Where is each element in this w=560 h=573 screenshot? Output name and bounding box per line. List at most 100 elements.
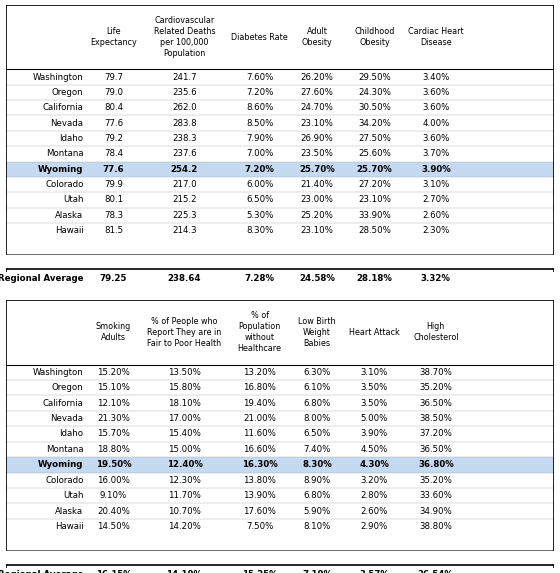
Text: 78.4: 78.4: [104, 150, 123, 158]
Text: 27.50%: 27.50%: [358, 134, 391, 143]
Text: 36.54%: 36.54%: [418, 570, 454, 573]
Text: 2.90%: 2.90%: [361, 522, 388, 531]
Text: 3.50%: 3.50%: [361, 383, 388, 393]
Bar: [6, 146, 554, 162]
Text: 77.6: 77.6: [102, 164, 124, 174]
Text: Regional Average: Regional Average: [0, 570, 83, 573]
Text: 12.40%: 12.40%: [166, 460, 203, 469]
Text: Heart Attack: Heart Attack: [349, 328, 400, 337]
Text: 8.30%: 8.30%: [246, 226, 273, 235]
Text: 7.50%: 7.50%: [246, 522, 273, 531]
Text: Colorado: Colorado: [45, 180, 83, 189]
Text: Low Birth
Weight
Babies: Low Birth Weight Babies: [298, 317, 336, 348]
Text: Hawaii: Hawaii: [55, 522, 83, 531]
Text: Idaho: Idaho: [59, 430, 83, 438]
Text: 24.70%: 24.70%: [301, 103, 334, 112]
Text: 14.20%: 14.20%: [168, 522, 201, 531]
Text: 30.50%: 30.50%: [358, 103, 391, 112]
Text: 3.57%: 3.57%: [360, 570, 389, 573]
Text: 29.50%: 29.50%: [358, 73, 391, 81]
Text: Cardiac Heart
Disease: Cardiac Heart Disease: [408, 27, 464, 48]
Text: 23.10%: 23.10%: [358, 195, 391, 205]
Text: Colorado: Colorado: [45, 476, 83, 485]
Text: 15.70%: 15.70%: [97, 430, 130, 438]
Text: 12.10%: 12.10%: [97, 399, 130, 408]
Text: 26.90%: 26.90%: [301, 134, 333, 143]
Text: Regional Average: Regional Average: [0, 274, 83, 282]
Text: 2.60%: 2.60%: [361, 507, 388, 516]
Text: California: California: [43, 399, 83, 408]
Text: % of
Population
without
Healthcare: % of Population without Healthcare: [237, 311, 282, 354]
Text: 4.30%: 4.30%: [360, 460, 389, 469]
Bar: [6, 488, 554, 503]
Bar: [6, 550, 554, 565]
Text: 2.30%: 2.30%: [422, 226, 450, 235]
Bar: [6, 411, 554, 426]
Bar: [6, 380, 554, 395]
Text: 7.60%: 7.60%: [246, 73, 273, 81]
Text: 18.10%: 18.10%: [168, 399, 201, 408]
Text: 16.60%: 16.60%: [243, 445, 276, 454]
Text: 34.20%: 34.20%: [358, 119, 391, 128]
Text: 10.70%: 10.70%: [168, 507, 201, 516]
Text: 25.70%: 25.70%: [299, 164, 335, 174]
Text: 15.00%: 15.00%: [168, 445, 201, 454]
Text: 11.60%: 11.60%: [243, 430, 276, 438]
Text: 241.7: 241.7: [172, 73, 197, 81]
Text: 217.0: 217.0: [172, 180, 197, 189]
Bar: [6, 192, 554, 207]
Text: 33.90%: 33.90%: [358, 211, 391, 219]
Text: 7.00%: 7.00%: [246, 150, 273, 158]
Bar: [6, 426, 554, 442]
Text: 38.70%: 38.70%: [419, 368, 452, 377]
Text: 9.10%: 9.10%: [100, 491, 127, 500]
Text: 36.50%: 36.50%: [419, 445, 452, 454]
Bar: [6, 565, 554, 573]
Text: High
Cholesterol: High Cholesterol: [413, 322, 459, 343]
Text: 5.00%: 5.00%: [361, 414, 388, 423]
Text: 7.20%: 7.20%: [245, 164, 274, 174]
Bar: [6, 473, 554, 488]
Text: 238.3: 238.3: [172, 134, 197, 143]
Bar: [6, 223, 554, 238]
Text: 4.00%: 4.00%: [422, 119, 450, 128]
Text: 77.6: 77.6: [104, 119, 123, 128]
Text: 5.90%: 5.90%: [304, 507, 330, 516]
Text: Cardiovascular
Related Deaths
per 100,000
Population: Cardiovascular Related Deaths per 100,00…: [154, 16, 215, 58]
Text: 13.90%: 13.90%: [243, 491, 276, 500]
Text: 6.00%: 6.00%: [246, 180, 273, 189]
Text: Washington: Washington: [33, 73, 83, 81]
Text: 27.20%: 27.20%: [358, 180, 391, 189]
Text: 262.0: 262.0: [172, 103, 197, 112]
Text: 13.20%: 13.20%: [243, 368, 276, 377]
Text: 81.5: 81.5: [104, 226, 123, 235]
Text: Alaska: Alaska: [55, 507, 83, 516]
Text: 6.30%: 6.30%: [304, 368, 331, 377]
Text: 13.50%: 13.50%: [168, 368, 201, 377]
Text: 36.80%: 36.80%: [418, 460, 454, 469]
Text: 6.50%: 6.50%: [304, 430, 331, 438]
Bar: [6, 269, 554, 287]
Text: 237.6: 237.6: [172, 150, 197, 158]
Text: 79.0: 79.0: [104, 88, 123, 97]
Text: 25.20%: 25.20%: [301, 211, 334, 219]
Text: 15.80%: 15.80%: [168, 383, 201, 393]
Text: 36.50%: 36.50%: [419, 399, 452, 408]
Text: 214.3: 214.3: [172, 226, 197, 235]
Text: Oregon: Oregon: [52, 383, 83, 393]
Text: 238.64: 238.64: [168, 274, 201, 282]
Text: 7.20%: 7.20%: [246, 88, 273, 97]
Text: 25.60%: 25.60%: [358, 150, 391, 158]
Text: Montana: Montana: [46, 445, 83, 454]
Text: 8.10%: 8.10%: [304, 522, 331, 531]
Bar: [6, 5, 554, 69]
Text: 8.60%: 8.60%: [246, 103, 273, 112]
Text: 225.3: 225.3: [172, 211, 197, 219]
Text: 3.90%: 3.90%: [361, 430, 388, 438]
Bar: [6, 177, 554, 192]
Text: 2.80%: 2.80%: [361, 491, 388, 500]
Text: 3.20%: 3.20%: [361, 476, 388, 485]
Text: 35.20%: 35.20%: [419, 476, 452, 485]
Text: 15.20%: 15.20%: [97, 368, 130, 377]
Bar: [6, 69, 554, 85]
